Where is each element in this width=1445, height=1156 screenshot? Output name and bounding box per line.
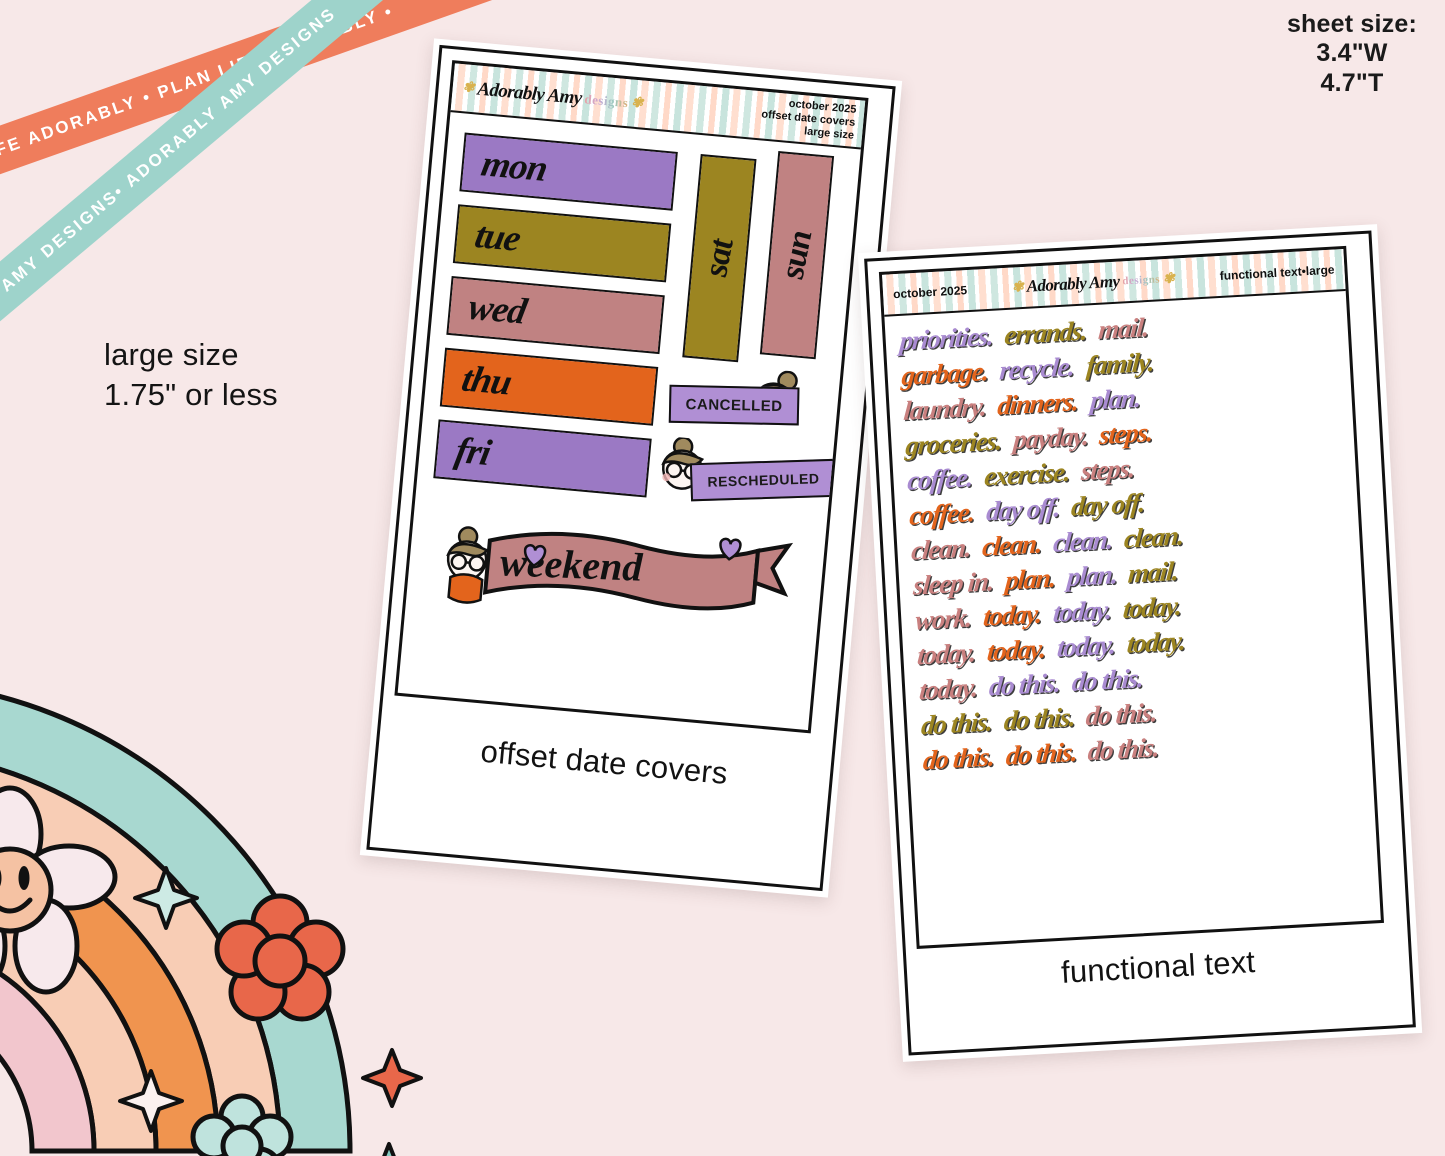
ribbon-text: ADORABLY AMY DESIGNS• ADORABLY AMY DESIG… xyxy=(0,3,340,374)
large-size-line-2: 1.75" or less xyxy=(104,376,278,412)
flower-icon: ✾ xyxy=(462,80,476,97)
functional-text-sticker[interactable]: today. xyxy=(1051,594,1113,628)
sheet-size-height: 4.7"T xyxy=(1320,68,1384,97)
functional-text-sticker[interactable]: day off. xyxy=(984,492,1061,527)
functional-text-sticker[interactable]: do this. xyxy=(1087,732,1161,767)
date-cover-sun[interactable]: sun xyxy=(759,151,839,365)
date-cover-label: thu xyxy=(458,358,515,404)
brand-logo: ✾ Adorably Amy designs ✾ xyxy=(462,77,644,115)
large-size-note: large size 1.75" or less xyxy=(104,335,278,414)
functional-text-sticker[interactable]: coffee. xyxy=(906,462,974,496)
functional-text-sticker[interactable]: do this. xyxy=(1085,697,1159,732)
date-cover-label: sat xyxy=(696,238,741,278)
functional-text-sticker[interactable]: garbage. xyxy=(900,355,990,391)
offset-date-covers-card[interactable]: ✾ Adorably Amy designs ✾ october 2025 of… xyxy=(359,38,903,898)
functional-text-sticker[interactable]: groceries. xyxy=(904,425,1003,461)
date-cover-fri[interactable]: fri xyxy=(433,419,656,503)
functional-text-sticker[interactable]: payday. xyxy=(1011,420,1090,455)
date-cover-thu[interactable]: thu xyxy=(439,347,663,432)
sheet-month: october 2025 xyxy=(892,283,968,302)
sheet-type: functional text•large xyxy=(1219,262,1335,283)
functional-text-sticker[interactable]: family. xyxy=(1084,346,1155,381)
sticker-cancelled[interactable]: CANCELLED xyxy=(668,384,800,426)
date-cover-sat[interactable]: sat xyxy=(682,154,761,368)
sticker-sheet-left: ✾ Adorably Amy designs ✾ october 2025 of… xyxy=(394,60,869,734)
functional-text-sticker[interactable]: today. xyxy=(1121,590,1182,625)
functional-text-sticker[interactable]: today. xyxy=(1125,625,1187,659)
brand-designs: designs xyxy=(1122,273,1161,288)
brand-designs: designs xyxy=(583,90,630,110)
functional-text-sticker[interactable]: clean. xyxy=(1051,524,1114,558)
functional-text-sticker[interactable]: today. xyxy=(918,672,979,706)
banner-label: weekend xyxy=(499,539,644,589)
functional-text-sticker[interactable]: do this. xyxy=(920,706,994,741)
functional-text-sticker[interactable]: do this. xyxy=(1004,736,1078,771)
date-cover-label: fri xyxy=(451,430,494,474)
functional-text-sticker[interactable]: clean. xyxy=(1122,520,1185,554)
functional-text-list: priorities. errands. mail. garbage. recycle.… xyxy=(884,291,1371,777)
sticker-label: CANCELLED xyxy=(685,395,783,415)
date-cover-wed[interactable]: wed xyxy=(446,275,669,360)
flower-icon: ✾ xyxy=(630,95,644,112)
functional-text-sticker[interactable]: priorities. xyxy=(898,320,994,357)
date-cover-label: wed xyxy=(464,286,530,333)
functional-text-sticker[interactable]: recycle. xyxy=(998,351,1076,386)
brand-name: Adorably Amy xyxy=(476,78,583,109)
sticker-label: RESCHEDULED xyxy=(707,470,820,490)
date-cover-mon[interactable]: mon xyxy=(459,132,683,217)
brand-logo: ✾ Adorably Amy designs ✾ xyxy=(1011,269,1176,298)
sheet-size-info: sheet size: 3.4"W 4.7"T xyxy=(1287,10,1417,98)
sheet-size-width: 3.4"W xyxy=(1316,39,1388,68)
functional-text-sticker[interactable]: today. xyxy=(981,598,1043,632)
functional-text-sticker[interactable]: dinners. xyxy=(996,385,1080,421)
functional-text-sticker[interactable]: today. xyxy=(985,633,1047,667)
functional-text-sticker[interactable]: steps. xyxy=(1079,452,1136,487)
functional-text-sticker[interactable]: do this. xyxy=(987,667,1061,702)
date-cover-label: mon xyxy=(477,143,551,190)
functional-text-sticker[interactable]: coffee. xyxy=(908,496,976,531)
functional-text-sticker[interactable]: plan. xyxy=(1065,559,1118,593)
flower-icon: ✾ xyxy=(1162,271,1176,287)
functional-text-sticker[interactable]: mail. xyxy=(1127,555,1180,589)
functional-text-sticker[interactable]: today. xyxy=(1055,629,1117,663)
sheet-size-label: sheet size: xyxy=(1286,10,1417,38)
sheet-meta-left: october 2025 offset date covers large si… xyxy=(760,95,857,142)
brand-name: Adorably Amy xyxy=(1026,271,1120,296)
functional-text-sticker[interactable]: day off. xyxy=(1069,487,1146,522)
date-cover-label: tue xyxy=(471,215,524,260)
date-cover-tue[interactable]: tue xyxy=(452,204,676,288)
functional-text-card[interactable]: october 2025 ✾ Adorably Amy designs ✾ fu… xyxy=(857,224,1423,1062)
sticker-rescheduled[interactable]: RESCHEDULED xyxy=(689,458,838,502)
large-size-line-1: large size xyxy=(104,337,239,372)
functional-text-sticker[interactable]: today. xyxy=(916,637,977,671)
functional-text-sticker[interactable]: do this. xyxy=(1002,701,1076,736)
functional-text-sticker[interactable]: errands. xyxy=(1003,315,1088,351)
functional-text-sticker[interactable]: laundry. xyxy=(902,391,988,426)
functional-text-sticker[interactable]: sleep in. xyxy=(912,566,995,601)
functional-text-sticker[interactable]: mail. xyxy=(1097,311,1150,345)
functional-text-sticker[interactable]: plan. xyxy=(1003,562,1057,596)
functional-text-sticker[interactable]: do this. xyxy=(922,741,996,776)
functional-text-sticker[interactable]: clean. xyxy=(910,532,972,566)
functional-text-sticker[interactable]: work. xyxy=(914,602,973,636)
functional-text-sticker[interactable]: plan. xyxy=(1088,382,1142,416)
functional-text-sticker[interactable]: steps. xyxy=(1098,416,1154,451)
sticker-sheet-right: october 2025 ✾ Adorably Amy designs ✾ fu… xyxy=(878,245,1385,949)
weekend-banner-sticker[interactable]: weekend xyxy=(428,494,796,636)
functional-text-sticker[interactable]: clean. xyxy=(981,528,1043,562)
functional-text-sticker[interactable]: do this. xyxy=(1070,662,1144,697)
rainbow-decoration xyxy=(0,694,423,1156)
flower-icon: ✾ xyxy=(1011,279,1025,296)
functional-text-sticker[interactable]: exercise. xyxy=(982,456,1071,492)
